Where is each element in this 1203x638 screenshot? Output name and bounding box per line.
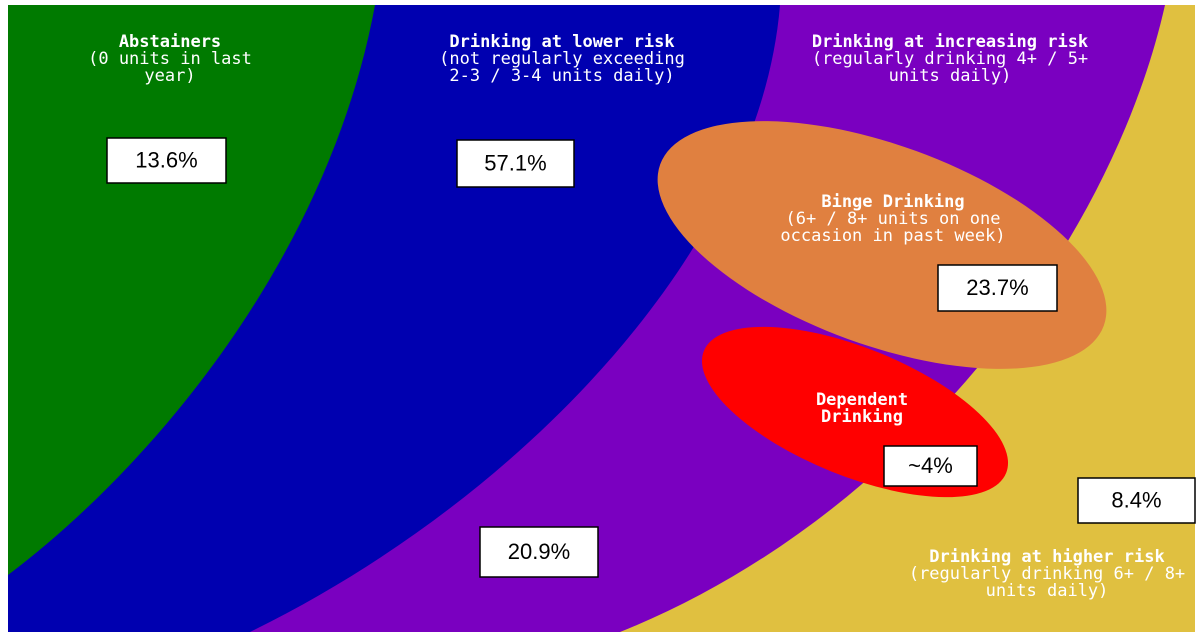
region-title: Binge Drinking: [821, 192, 964, 212]
region-subtitle: (6+ / 8+ units on one: [786, 209, 1001, 229]
value-box: [937, 264, 1058, 312]
region-title: Drinking at increasing risk: [812, 32, 1088, 52]
region-title: Dependent: [816, 390, 908, 410]
value-label: 23.7%: [966, 275, 1028, 300]
region-title: Drinking at higher risk: [929, 547, 1164, 567]
region-subtitle: (not regularly exceeding: [439, 49, 685, 69]
value-label: 57.1%: [484, 150, 546, 175]
value-box: [479, 526, 599, 578]
region-subtitle: 2-3 / 3-4 units daily): [449, 66, 674, 86]
value-box: [1077, 477, 1196, 524]
region-subtitle: (regularly drinking 6+ / 8+: [909, 564, 1185, 584]
region-subtitle: occasion in past week): [780, 226, 1005, 246]
region-subtitle: (regularly drinking 4+ / 5+: [812, 49, 1088, 69]
region-subtitle: year): [144, 66, 195, 86]
region-subtitle: units daily): [986, 581, 1109, 601]
regions: [8, 5, 1195, 632]
abstainers-region: [8, 5, 375, 575]
value-box: [883, 445, 978, 487]
region-subtitle: (0 units in last: [88, 49, 252, 69]
value-label: 20.9%: [508, 539, 570, 564]
region-title: Abstainers: [119, 32, 221, 52]
value-box: [456, 139, 575, 188]
region-subtitle: units daily): [889, 66, 1012, 86]
region-title: Drinking at lower risk: [449, 32, 674, 52]
value-label: 8.4%: [1111, 487, 1161, 512]
region-title: Drinking: [821, 407, 903, 427]
value-label: ~4%: [908, 453, 953, 478]
value-label: 13.6%: [135, 147, 197, 172]
value-box: [106, 137, 227, 184]
